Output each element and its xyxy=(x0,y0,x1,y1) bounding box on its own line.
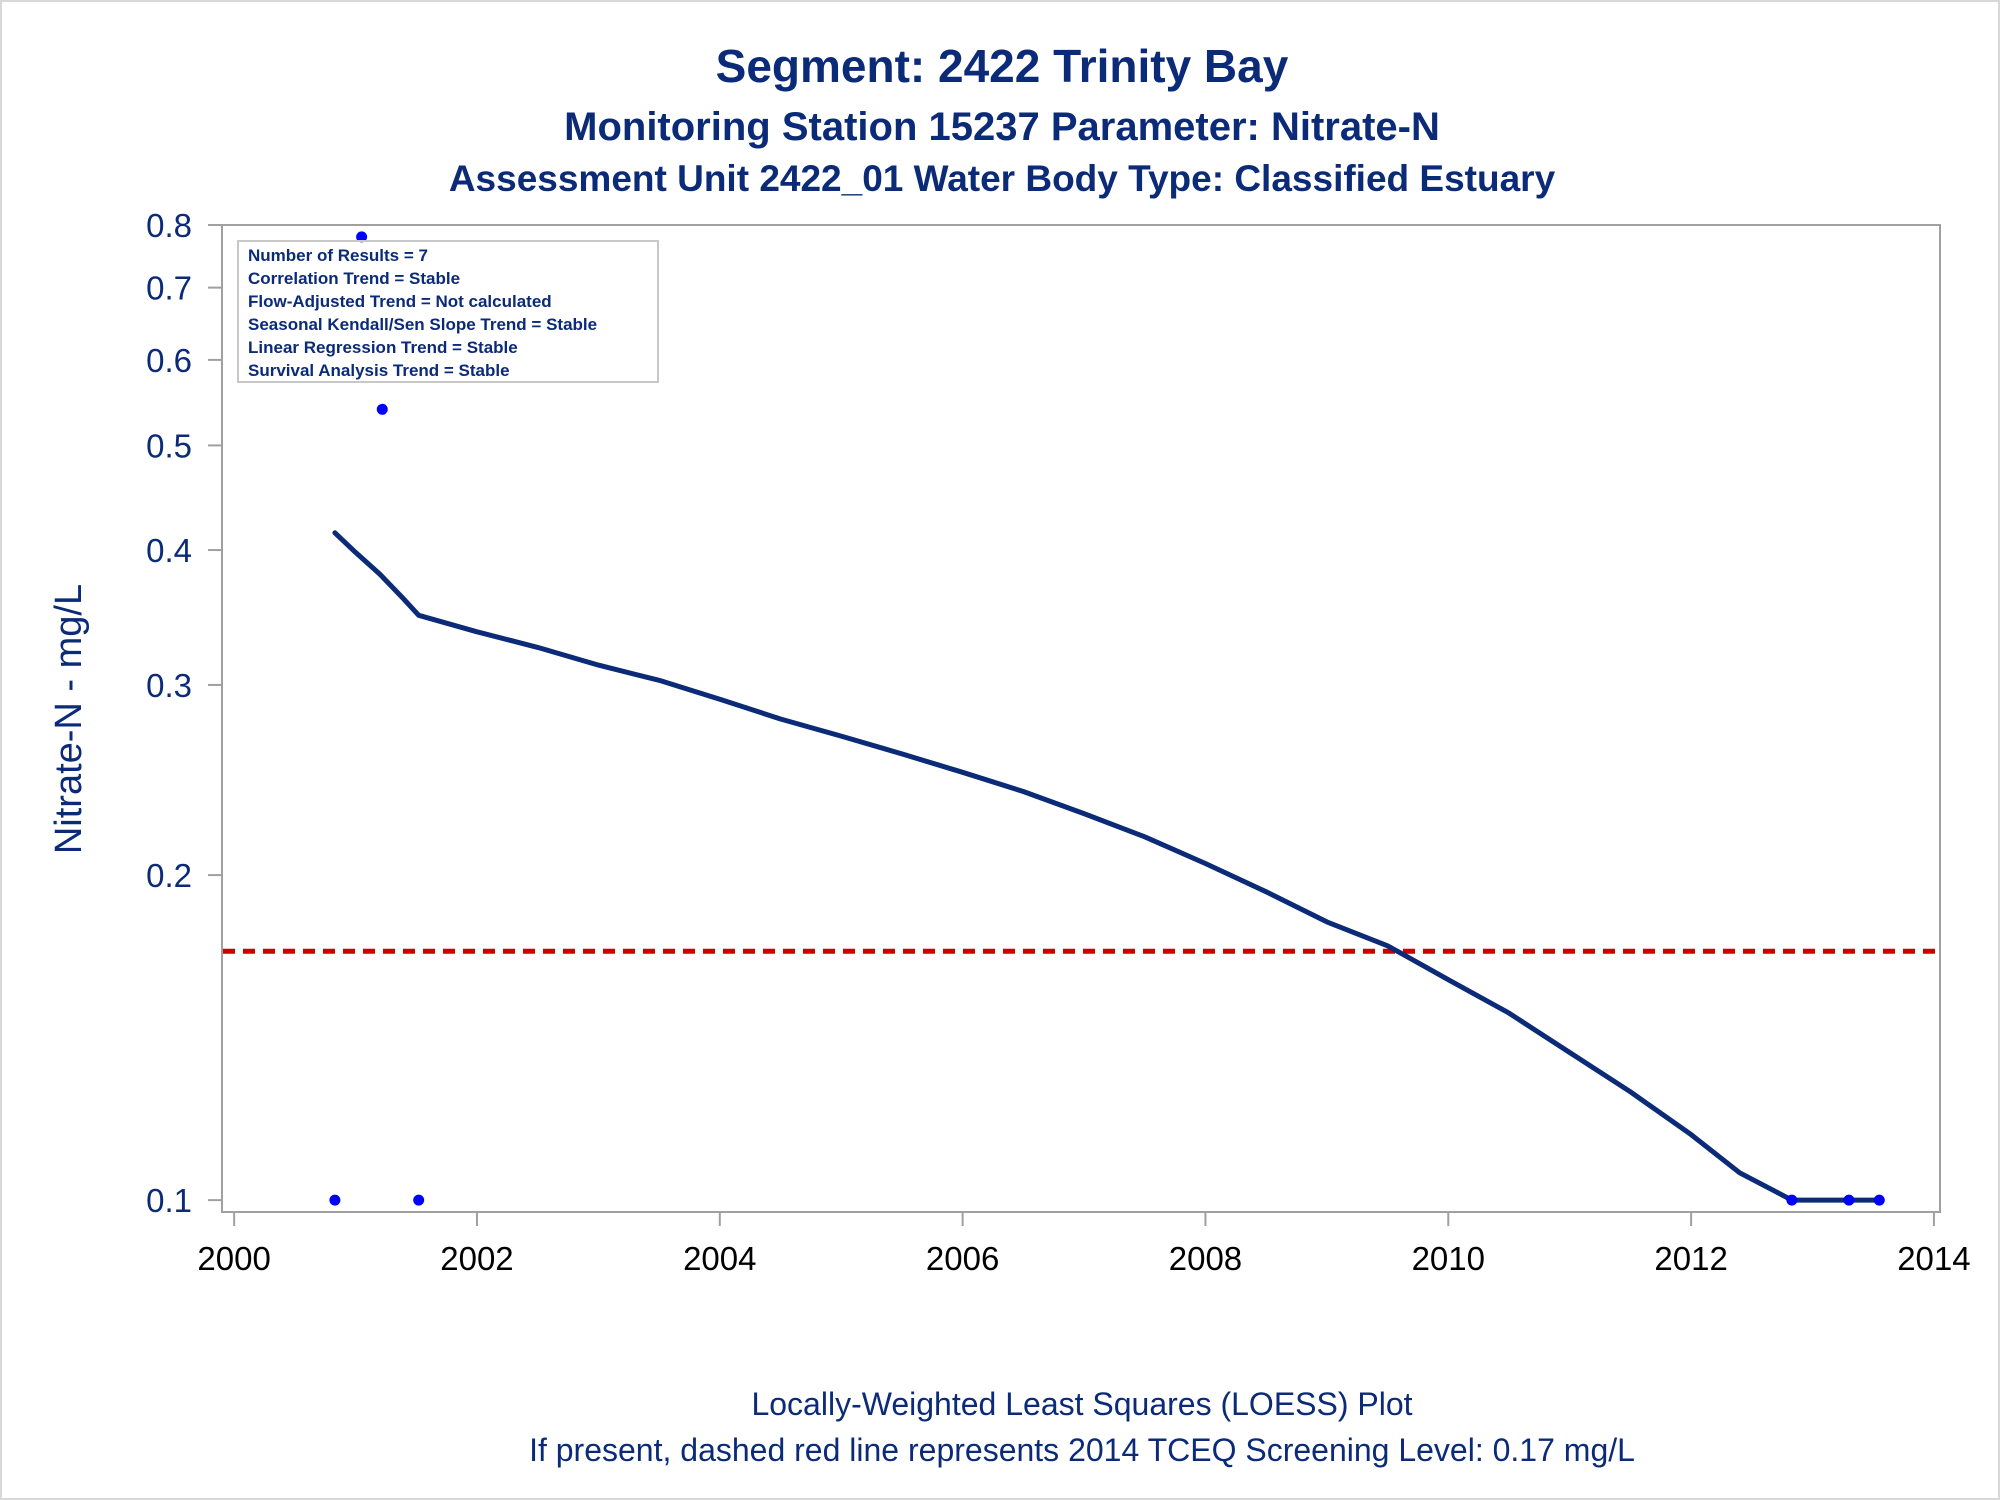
data-point-4 xyxy=(413,1194,425,1206)
y-tick-label-0.1: 0.1 xyxy=(146,1182,192,1219)
stats-box: Number of Results = 7 Correlation Trend … xyxy=(237,240,659,383)
x-tick-label-2012: 2012 xyxy=(1654,1240,1727,1277)
chart-subtitle-1: Monitoring Station 15237 Parameter: Nitr… xyxy=(564,105,1440,149)
data-point-7 xyxy=(1873,1194,1885,1206)
data-point-2 xyxy=(356,231,368,243)
data-point-3 xyxy=(376,403,388,415)
y-tick-label-0.4: 0.4 xyxy=(146,532,192,569)
axis-ticks: 2000 2002 2004 2006 2008 2010 2012 2014 0.1 0.2 0.… xyxy=(146,207,1971,1277)
y-tick-label-0.2: 0.2 xyxy=(146,857,192,894)
x-tick-label-2000: 2000 xyxy=(197,1240,270,1277)
loess-curve xyxy=(332,530,1882,1203)
x-tick-label-2014: 2014 xyxy=(1897,1240,1970,1277)
y-tick-label-0.5: 0.5 xyxy=(146,427,192,464)
y-tick-label-0.3: 0.3 xyxy=(146,667,192,704)
stats-line-survival: Survival Analysis Trend = Stable xyxy=(248,361,510,380)
stats-line-results: Number of Results = 7 xyxy=(248,246,428,265)
data-point-5 xyxy=(1786,1194,1798,1206)
y-tick-label-0.8: 0.8 xyxy=(146,207,192,244)
data-point-1 xyxy=(329,1194,341,1206)
y-tick-label-0.7: 0.7 xyxy=(146,270,192,307)
x-tick-label-2010: 2010 xyxy=(1412,1240,1485,1277)
y-axis-label: Nitrate-N - mg/L xyxy=(48,584,90,854)
stats-line-flow-adjusted: Flow-Adjusted Trend = Not calculated xyxy=(248,292,552,311)
footnote-method: Locally-Weighted Least Squares (LOESS) P… xyxy=(751,1386,1412,1422)
y-tick-label-0.6: 0.6 xyxy=(146,342,192,379)
stats-line-linear-regression: Linear Regression Trend = Stable xyxy=(248,338,518,357)
stats-line-correlation: Correlation Trend = Stable xyxy=(248,269,460,288)
x-tick-label-2006: 2006 xyxy=(926,1240,999,1277)
loess-group xyxy=(332,530,1882,1203)
x-tick-label-2004: 2004 xyxy=(683,1240,756,1277)
data-points xyxy=(329,231,1885,1206)
data-point-6 xyxy=(1843,1194,1855,1206)
chart-title: Segment: 2422 Trinity Bay xyxy=(716,40,1289,92)
plot-area-frame xyxy=(221,224,1941,1213)
chart-subtitle-2: Assessment Unit 2422_01 Water Body Type:… xyxy=(449,158,1556,199)
footnote-screening: If present, dashed red line represents 2… xyxy=(529,1432,1635,1468)
stats-box-border xyxy=(237,240,659,383)
stats-line-seasonal-kendall: Seasonal Kendall/Sen Slope Trend = Stabl… xyxy=(248,315,597,334)
x-tick-label-2002: 2002 xyxy=(440,1240,513,1277)
x-tick-label-2008: 2008 xyxy=(1169,1240,1242,1277)
